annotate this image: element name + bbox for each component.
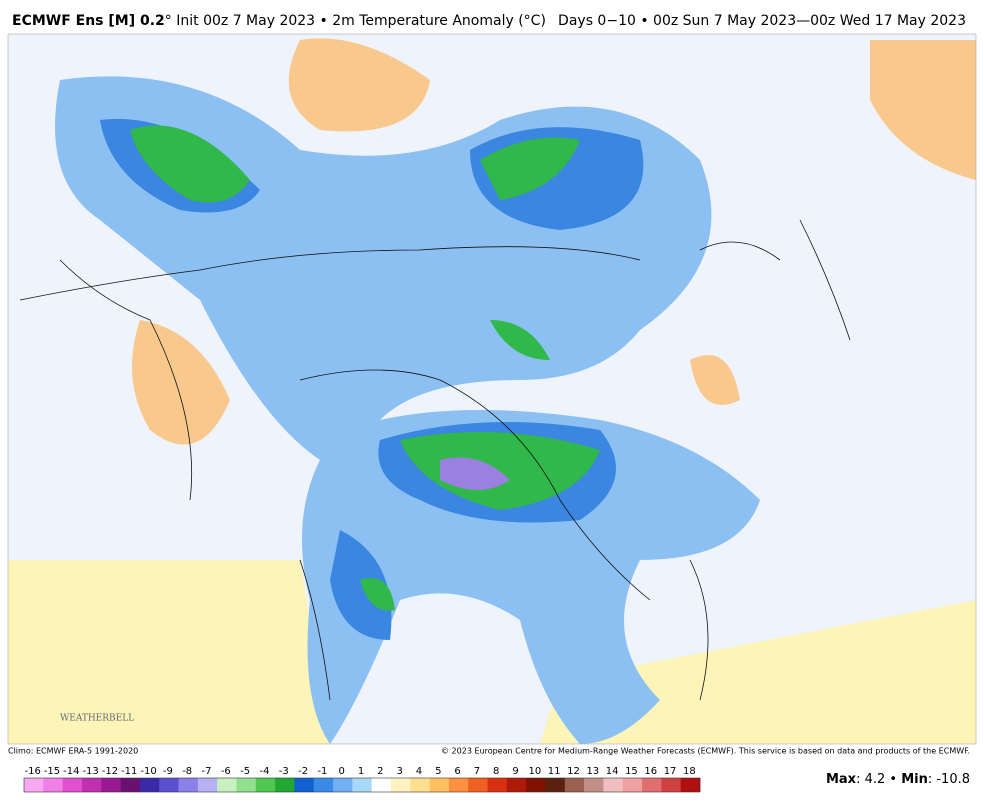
colorbar-label: 8: [493, 766, 499, 777]
colorbar-box: [410, 778, 430, 792]
colorbar-label: -5: [240, 766, 250, 777]
colorbar-label: -4: [259, 766, 269, 777]
colorbar-box: [139, 778, 160, 792]
map: WEATHERBELL: [7, 33, 977, 745]
colorbar-box: [294, 778, 315, 792]
colorbar-box: [603, 778, 624, 792]
colorbar-box: [429, 778, 450, 792]
colorbar-box: [197, 778, 218, 792]
colorbar-label: -11: [121, 766, 137, 777]
min-value: : -10.8: [928, 772, 970, 787]
colorbar-label: 18: [683, 766, 696, 777]
header-title: ECMWF Ens [M] 0.2° Init 00z 7 May 2023 •…: [12, 13, 546, 29]
border-line: [19, 219, 851, 701]
colorbar-label: -7: [202, 766, 212, 777]
colorbar-label: 6: [454, 766, 460, 777]
logo: WEATHERBELL: [60, 714, 134, 724]
colorbar-box: [526, 778, 546, 792]
colorbar-box: [506, 778, 527, 792]
colorbar-box: [487, 778, 508, 792]
title-bold: ECMWF Ens [M] 0.2: [12, 13, 165, 29]
colorbar-label: 1: [358, 766, 364, 777]
coldest-region: [440, 457, 510, 490]
colorbar-box: [680, 778, 701, 792]
colorbar-label: 9: [512, 766, 518, 777]
colorbar-label: 11: [548, 766, 561, 777]
colorbar-label: -13: [82, 766, 98, 777]
max-label: Max: [826, 772, 857, 787]
colorbar-box: [217, 778, 237, 792]
colorbar-box: [101, 778, 121, 792]
colorbar-label: 4: [416, 766, 422, 777]
colorbar-box: [275, 778, 295, 792]
colorbar-label: -10: [140, 766, 156, 777]
colorbar-frame: [23, 777, 701, 793]
colorbar-box: [468, 778, 488, 792]
colorbar-box: [642, 778, 662, 792]
colorbar-label: -14: [63, 766, 79, 777]
colorbar-box: [661, 778, 681, 792]
colorbar-box: [62, 778, 83, 792]
colorbar-label: -8: [182, 766, 192, 777]
colorbar-label: 17: [664, 766, 677, 777]
colorbar-label: -16: [25, 766, 41, 777]
title-rest: ° Init 00z 7 May 2023 • 2m Temperature A…: [165, 13, 546, 29]
colorbar-box: [584, 778, 604, 792]
colorbar-box: [390, 778, 411, 792]
colorbar-label: 0: [339, 766, 345, 777]
colorbar-box: [564, 778, 585, 792]
max-value: : 4.2 •: [856, 772, 901, 787]
cool-region: [55, 76, 760, 744]
colorbar-label: 14: [606, 766, 619, 777]
warm-region: [8, 560, 976, 744]
cold-region: [100, 118, 644, 640]
colorbar-box: [24, 778, 44, 792]
colorbar-label: 3: [396, 766, 402, 777]
colorbar-label: -6: [221, 766, 231, 777]
colorbar-label: -9: [163, 766, 173, 777]
colorbar-label: 15: [625, 766, 638, 777]
colorbar-label: 16: [644, 766, 657, 777]
colorbar-label: 7: [474, 766, 480, 777]
min-label: Min: [901, 772, 928, 787]
colorbar-label: 10: [528, 766, 541, 777]
colorbar-label: -12: [102, 766, 118, 777]
header-period: Days 0−10 • 00z Sun 7 May 2023—00z Wed 1…: [558, 13, 966, 29]
colorbar-label: -1: [317, 766, 327, 777]
footer-copyright: © 2023 European Centre for Medium-Range …: [441, 747, 970, 756]
colorbar: -16 -15 -14 -13 -12 -11 -10 -9 -8 -7 -6 -5 -4 -3 -2 -1 0…: [23, 766, 701, 793]
colorbar-box: [81, 778, 102, 792]
colorbar-box: [352, 778, 372, 792]
colorbar-label: -3: [279, 766, 289, 777]
colorbar-box: [622, 778, 643, 792]
colorbar-box: [448, 778, 469, 792]
colorbar-label: -15: [44, 766, 60, 777]
colorbar-box: [178, 778, 199, 792]
colorbar-box: [313, 778, 334, 792]
colorbar-box: [43, 778, 63, 792]
footer-climo: Climo: ECMWF ERA-5 1991-2020: [8, 747, 138, 756]
colorbar-box: [545, 778, 566, 792]
colorbar-label: 13: [586, 766, 599, 777]
colorbar-label: 2: [377, 766, 383, 777]
map-frame: [7, 33, 977, 745]
colorbar-box: [159, 778, 179, 792]
colorbar-label: 5: [435, 766, 441, 777]
stats: Max: 4.2 • Min: -10.8: [826, 772, 970, 787]
colorbar-box: [236, 778, 257, 792]
colorbar-box: [333, 778, 353, 792]
colorbar-label: 12: [567, 766, 580, 777]
colorbar-label: -2: [298, 766, 308, 777]
colorbar-box: [255, 778, 276, 792]
colorbar-box: [371, 778, 392, 792]
colorbar-box: [120, 778, 141, 792]
